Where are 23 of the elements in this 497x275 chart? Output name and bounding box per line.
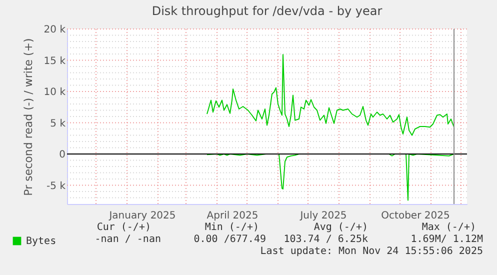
y-tick-label: 20 k	[44, 24, 66, 36]
text: 103.74 / 6.25k	[284, 234, 368, 245]
x-tick-label: January 2025	[108, 210, 176, 222]
legend-label: Bytes	[26, 236, 56, 247]
text: 1.69M/ 1.12M	[410, 234, 483, 245]
y-tick-label: -5 k	[46, 180, 66, 192]
text: 0.00 /677.49	[194, 234, 266, 245]
x-tick-label: April 2025	[206, 210, 258, 222]
y-tick-label: 10 k	[44, 87, 66, 98]
text: Last update: Mon Nov 24 15:55:06 2025	[260, 246, 483, 257]
x-tick-label: July 2025	[299, 210, 347, 222]
line-series	[206, 54, 454, 136]
text: Avg (-/+)	[314, 222, 368, 233]
text: Max (-/+)	[422, 222, 476, 233]
y-tick-label: 0	[59, 150, 66, 160]
chart-title: Disk throughput for /dev/vda - by year	[152, 4, 382, 18]
text: Cur (-/+)	[96, 222, 151, 233]
text: -nan / -nan	[94, 234, 161, 245]
y-axis-title: Pr second read (-) / write (+)	[22, 38, 35, 196]
text: Min (-/+)	[204, 222, 259, 233]
y-tick-label: 15 k	[44, 56, 66, 67]
x-tick-label: October 2025	[381, 210, 450, 222]
y-tick-label: 5 k	[50, 118, 66, 130]
